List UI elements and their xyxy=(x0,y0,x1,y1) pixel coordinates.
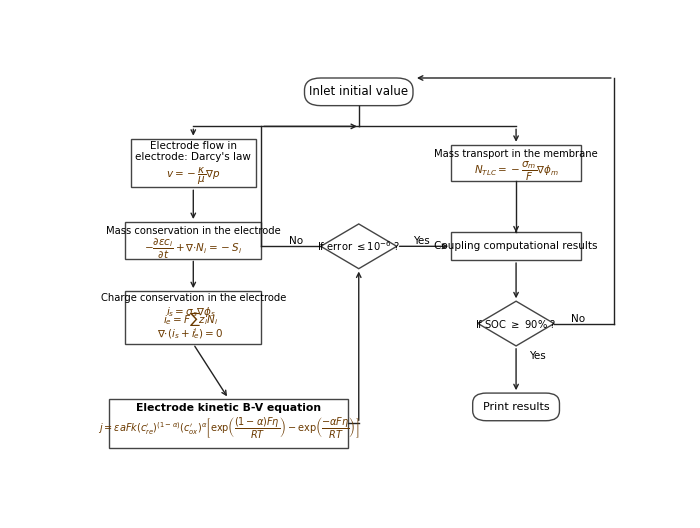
FancyBboxPatch shape xyxy=(125,291,261,344)
Text: No: No xyxy=(289,237,303,247)
Text: Electrode kinetic B-V equation: Electrode kinetic B-V equation xyxy=(136,403,321,413)
Text: Yes: Yes xyxy=(529,351,546,361)
FancyBboxPatch shape xyxy=(131,138,256,187)
FancyBboxPatch shape xyxy=(125,222,261,259)
Polygon shape xyxy=(321,224,397,269)
Text: No: No xyxy=(571,314,585,324)
Text: Print results: Print results xyxy=(483,402,550,412)
Text: Mass conservation in the electrode: Mass conservation in the electrode xyxy=(106,227,281,236)
Text: $i_e = F\sum_i z_i N_i$: $i_e = F\sum_i z_i N_i$ xyxy=(163,310,218,335)
Text: If SOC $\geq$ 90% ?: If SOC $\geq$ 90% ? xyxy=(475,317,556,329)
Text: Mass transport in the membrane: Mass transport in the membrane xyxy=(434,149,598,159)
FancyBboxPatch shape xyxy=(473,393,559,421)
Text: $v = -\dfrac{\kappa}{\mu}\nabla p$: $v = -\dfrac{\kappa}{\mu}\nabla p$ xyxy=(166,165,220,186)
FancyBboxPatch shape xyxy=(451,145,581,181)
Text: Electrode flow in
electrode: Darcy's law: Electrode flow in electrode: Darcy's law xyxy=(135,141,251,163)
Text: $N_{TLC} = -\dfrac{\sigma_m}{F}\nabla\phi_m$: $N_{TLC} = -\dfrac{\sigma_m}{F}\nabla\ph… xyxy=(474,161,559,183)
Text: Inlet initial value: Inlet initial value xyxy=(309,86,408,98)
Polygon shape xyxy=(478,301,554,346)
FancyBboxPatch shape xyxy=(304,78,413,106)
Text: $i_s = \sigma_s \nabla \phi_s$: $i_s = \sigma_s \nabla \phi_s$ xyxy=(166,305,216,319)
Text: $-\dfrac{\partial \varepsilon c_i}{\partial t} + \nabla{\cdot}N_i = -S_i$: $-\dfrac{\partial \varepsilon c_i}{\part… xyxy=(144,237,242,261)
FancyBboxPatch shape xyxy=(451,232,581,260)
Text: Charge conservation in the electrode: Charge conservation in the electrode xyxy=(101,294,286,304)
Text: Yes: Yes xyxy=(413,237,430,247)
FancyBboxPatch shape xyxy=(109,399,348,448)
Text: Coupling computational results: Coupling computational results xyxy=(434,241,598,251)
Text: $\nabla{\cdot}(i_s + i_e) = 0$: $\nabla{\cdot}(i_s + i_e) = 0$ xyxy=(158,327,224,341)
Text: If error $\leq 10^{-6}$ ?: If error $\leq 10^{-6}$ ? xyxy=(317,239,400,253)
Text: $j = \varepsilon aFk\left(c_{re}^{\prime}\right)^{(1-\alpha)}\left(c_{ox}^{\prim: $j = \varepsilon aFk\left(c_{re}^{\prime… xyxy=(98,416,359,440)
